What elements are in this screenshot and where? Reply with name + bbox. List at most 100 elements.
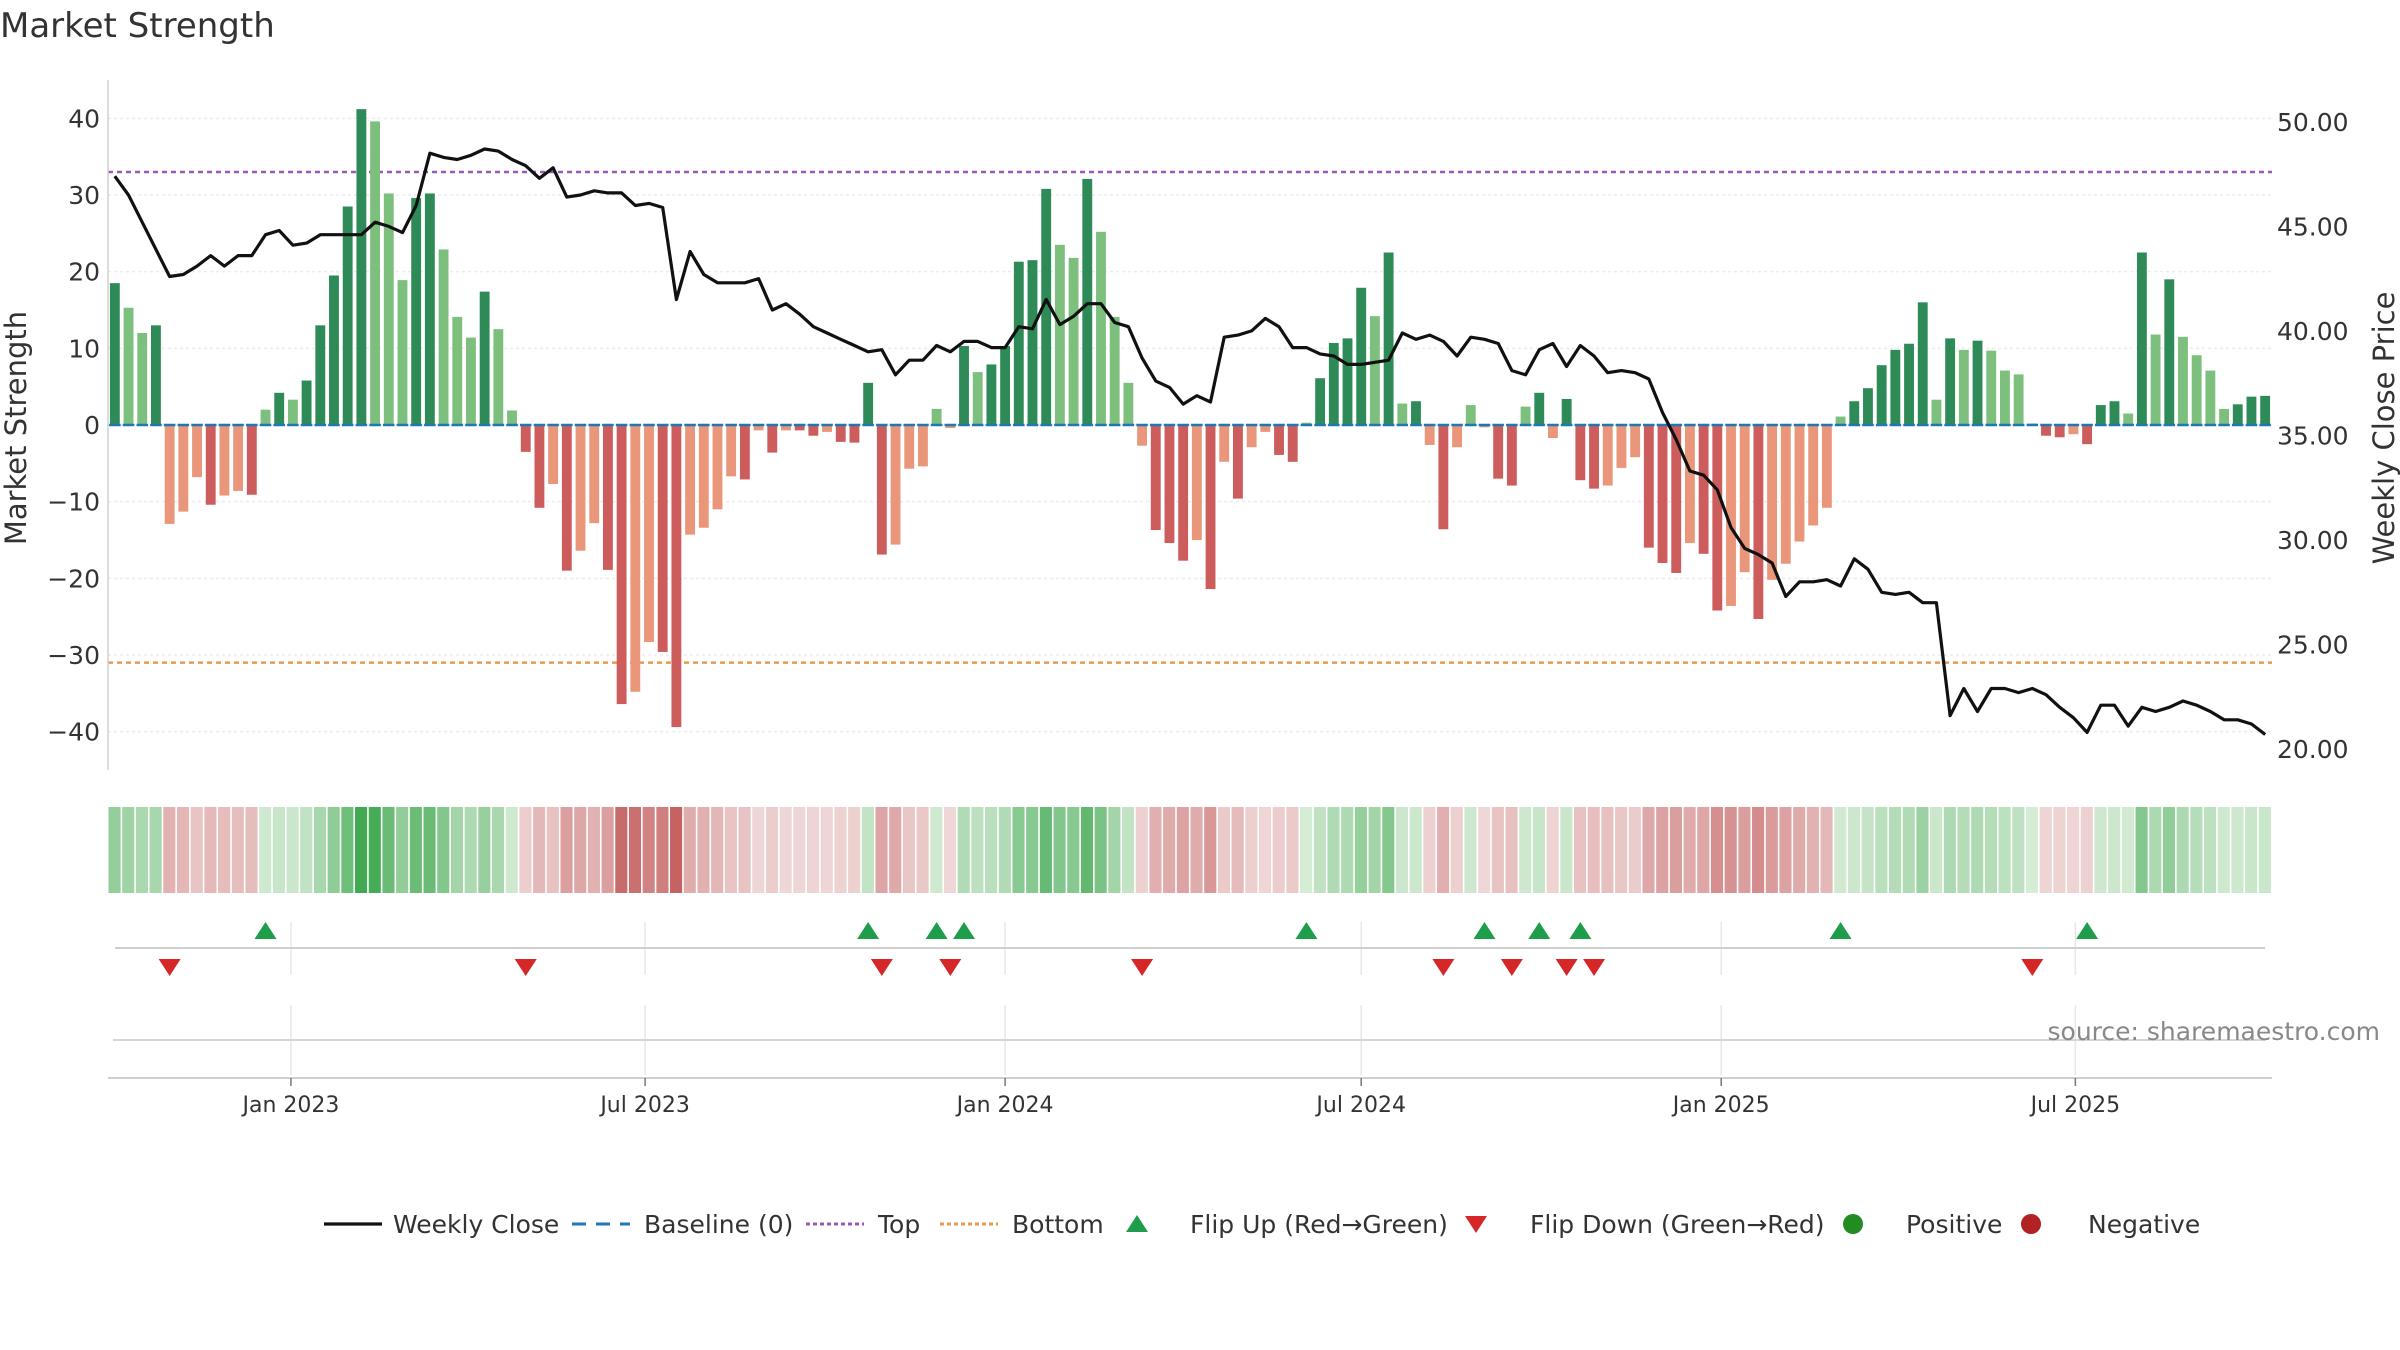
x-tick-label: Jan 2025 <box>1671 1093 1770 1118</box>
strength-bar <box>835 425 846 442</box>
strength-bar <box>712 425 723 510</box>
heat-cell <box>1217 807 1230 893</box>
heat-cell <box>2053 807 2066 893</box>
heat-cell <box>656 807 669 893</box>
y-tick-label: 20 <box>68 258 100 287</box>
heat-cell <box>519 807 532 893</box>
heat-cell <box>1026 807 1039 893</box>
heat-cell <box>1834 807 1847 893</box>
strength-bar <box>1397 403 1408 425</box>
strength-bar <box>534 425 545 508</box>
strength-bar <box>1054 244 1065 425</box>
strength-bar <box>602 425 613 570</box>
heat-cell <box>1204 807 1217 893</box>
strength-bar <box>1767 425 1778 580</box>
heat-cell <box>1738 807 1751 893</box>
strength-bar <box>1520 406 1531 425</box>
strength-bar <box>2095 405 2106 425</box>
y2-tick-label: 50.00 <box>2277 108 2349 137</box>
heat-cell <box>464 807 477 893</box>
flip-down-marker <box>1432 959 1455 976</box>
strength-bar <box>753 425 764 431</box>
strength-bar <box>1233 425 1243 499</box>
heat-cell <box>1765 807 1778 893</box>
legend-swatch <box>1126 1215 1148 1232</box>
heat-cell <box>1752 807 1765 893</box>
strength-bar <box>164 425 175 524</box>
strength-bar <box>1671 425 1682 573</box>
strength-bar <box>1356 287 1367 425</box>
strength-bar <box>657 425 668 652</box>
heat-cell <box>533 807 546 893</box>
flip-down-marker <box>1500 959 1523 976</box>
strength-bar <box>219 425 230 496</box>
strength-bar <box>1383 252 1394 425</box>
heat-cell <box>902 807 915 893</box>
flip-up-marker <box>1295 922 1318 939</box>
heat-cell <box>382 807 395 893</box>
strength-bar <box>2054 425 2065 438</box>
heat-cell <box>642 807 655 893</box>
heat-cell <box>396 807 409 893</box>
strength-bar <box>301 380 312 425</box>
strength-bar <box>123 307 134 425</box>
strength-bar <box>986 364 997 425</box>
strength-bar <box>2232 404 2243 425</box>
heat-cell <box>1902 807 1915 893</box>
y-tick-label: 40 <box>68 104 100 133</box>
heat-cell <box>2121 807 2134 893</box>
heat-cell <box>2162 807 2176 893</box>
heat-cell <box>943 807 957 893</box>
heat-cell <box>1724 807 1737 893</box>
strength-bar <box>548 425 559 485</box>
legend-label: Weekly Close <box>393 1210 559 1239</box>
flip-up-marker <box>1829 922 1852 939</box>
heat-cell <box>108 807 121 893</box>
strength-bar <box>520 425 531 452</box>
strength-bar <box>1548 425 1558 439</box>
strength-bar <box>616 425 627 705</box>
strength-bar <box>1698 425 1709 554</box>
strength-bar <box>2041 425 2051 436</box>
strength-bar <box>1506 425 1517 486</box>
strength-bar <box>1109 316 1120 425</box>
strength-bar <box>1835 416 1846 425</box>
heat-cell <box>738 807 751 893</box>
flip-up-marker <box>857 922 880 939</box>
heat-cell <box>546 807 559 893</box>
heat-cell <box>2258 807 2271 893</box>
heat-cell <box>327 807 340 893</box>
strength-bar <box>1712 425 1723 611</box>
strength-heat-strip <box>108 807 2271 893</box>
heat-cell <box>1683 807 1696 893</box>
strength-bar <box>1287 425 1298 462</box>
threshold-lines <box>108 170 2272 664</box>
flip-down-marker <box>939 959 962 976</box>
strength-bar <box>329 275 339 425</box>
strength-bar <box>1424 425 1435 445</box>
strength-bar <box>493 329 504 425</box>
strength-bar <box>589 425 600 524</box>
heat-cell <box>765 807 779 893</box>
heat-cell <box>2149 807 2162 893</box>
heat-cell <box>779 807 792 893</box>
strength-bar <box>1575 425 1586 481</box>
heat-cell <box>1519 807 1532 893</box>
flip-up-marker <box>1473 922 1496 939</box>
heat-cell <box>478 807 491 893</box>
strength-bar <box>1328 342 1339 425</box>
heat-cell <box>807 807 820 893</box>
heat-cell <box>355 807 368 893</box>
heat-cell <box>2108 807 2121 893</box>
strength-bar <box>2205 370 2216 425</box>
heat-cell <box>409 807 422 893</box>
heat-cell <box>1587 807 1600 893</box>
strength-bar <box>876 425 887 555</box>
heat-cell <box>848 807 861 893</box>
flip-up-marker <box>953 922 976 939</box>
strength-bar <box>356 109 367 425</box>
y2-tick-label: 40.00 <box>2277 317 2349 346</box>
strength-bar <box>1890 349 1901 425</box>
heat-cell <box>793 807 806 893</box>
heat-cell <box>1697 807 1710 893</box>
